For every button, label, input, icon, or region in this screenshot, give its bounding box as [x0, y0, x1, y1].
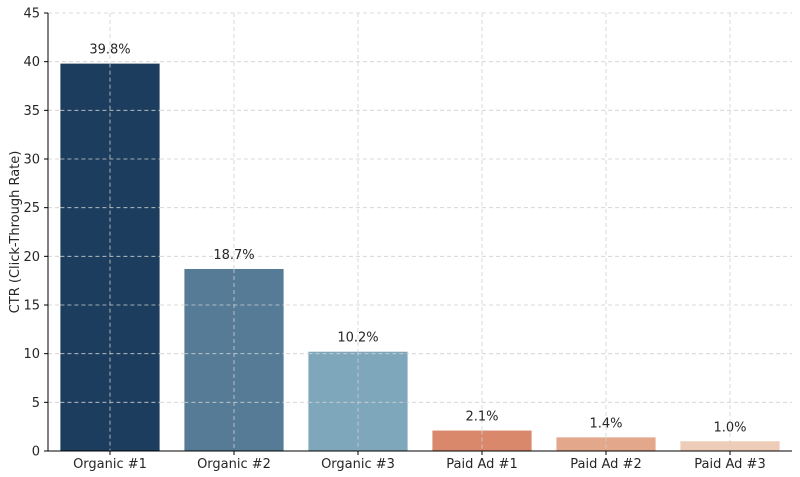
- x-axis-ticks: Organic #1 Organic #2 Organic #3 Paid Ad #1…: [73, 451, 766, 472]
- y-tick-label-0: 0: [32, 445, 40, 460]
- bar-4: [556, 437, 656, 451]
- y-tick-label-6: 30: [23, 153, 40, 168]
- x-tick-label-3: Paid Ad #1: [446, 457, 517, 472]
- data-label-5: 1.0%: [713, 420, 746, 435]
- grid: [48, 12, 792, 452]
- y-tick-label-7: 35: [23, 104, 40, 119]
- data-label-4: 1.4%: [589, 416, 622, 431]
- bar-5: [680, 441, 780, 451]
- x-tick-label-0: Organic #1: [73, 457, 147, 472]
- y-tick-label-9: 45: [23, 7, 40, 22]
- bars: [60, 63, 780, 451]
- x-tick-label-4: Paid Ad #2: [570, 457, 641, 472]
- y-tick-label-5: 25: [23, 201, 40, 216]
- y-tick-label-3: 15: [23, 299, 40, 314]
- x-tick-label-2: Organic #3: [321, 457, 395, 472]
- x-tick-label-5: Paid Ad #3: [694, 457, 765, 472]
- y-axis-ticks: 0 5 10 15 20 25 30 35 40 45: [23, 7, 48, 460]
- y-axis-title: CTR (Click-Through Rate): [8, 151, 23, 314]
- y-tick-label-4: 20: [23, 250, 40, 265]
- data-label-0: 39.8%: [89, 43, 130, 58]
- x-tick-label-1: Organic #2: [197, 457, 271, 472]
- axes: [47, 13, 792, 452]
- y-tick-label-8: 40: [23, 55, 40, 70]
- data-label-1: 18.7%: [213, 248, 254, 263]
- y-tick-label-2: 10: [23, 347, 40, 362]
- data-labels: 39.8% 18.7% 10.2% 2.1% 1.4% 1.0%: [89, 43, 746, 436]
- data-label-2: 10.2%: [337, 331, 378, 346]
- y-tick-label-1: 5: [32, 396, 40, 411]
- data-label-3: 2.1%: [465, 410, 498, 425]
